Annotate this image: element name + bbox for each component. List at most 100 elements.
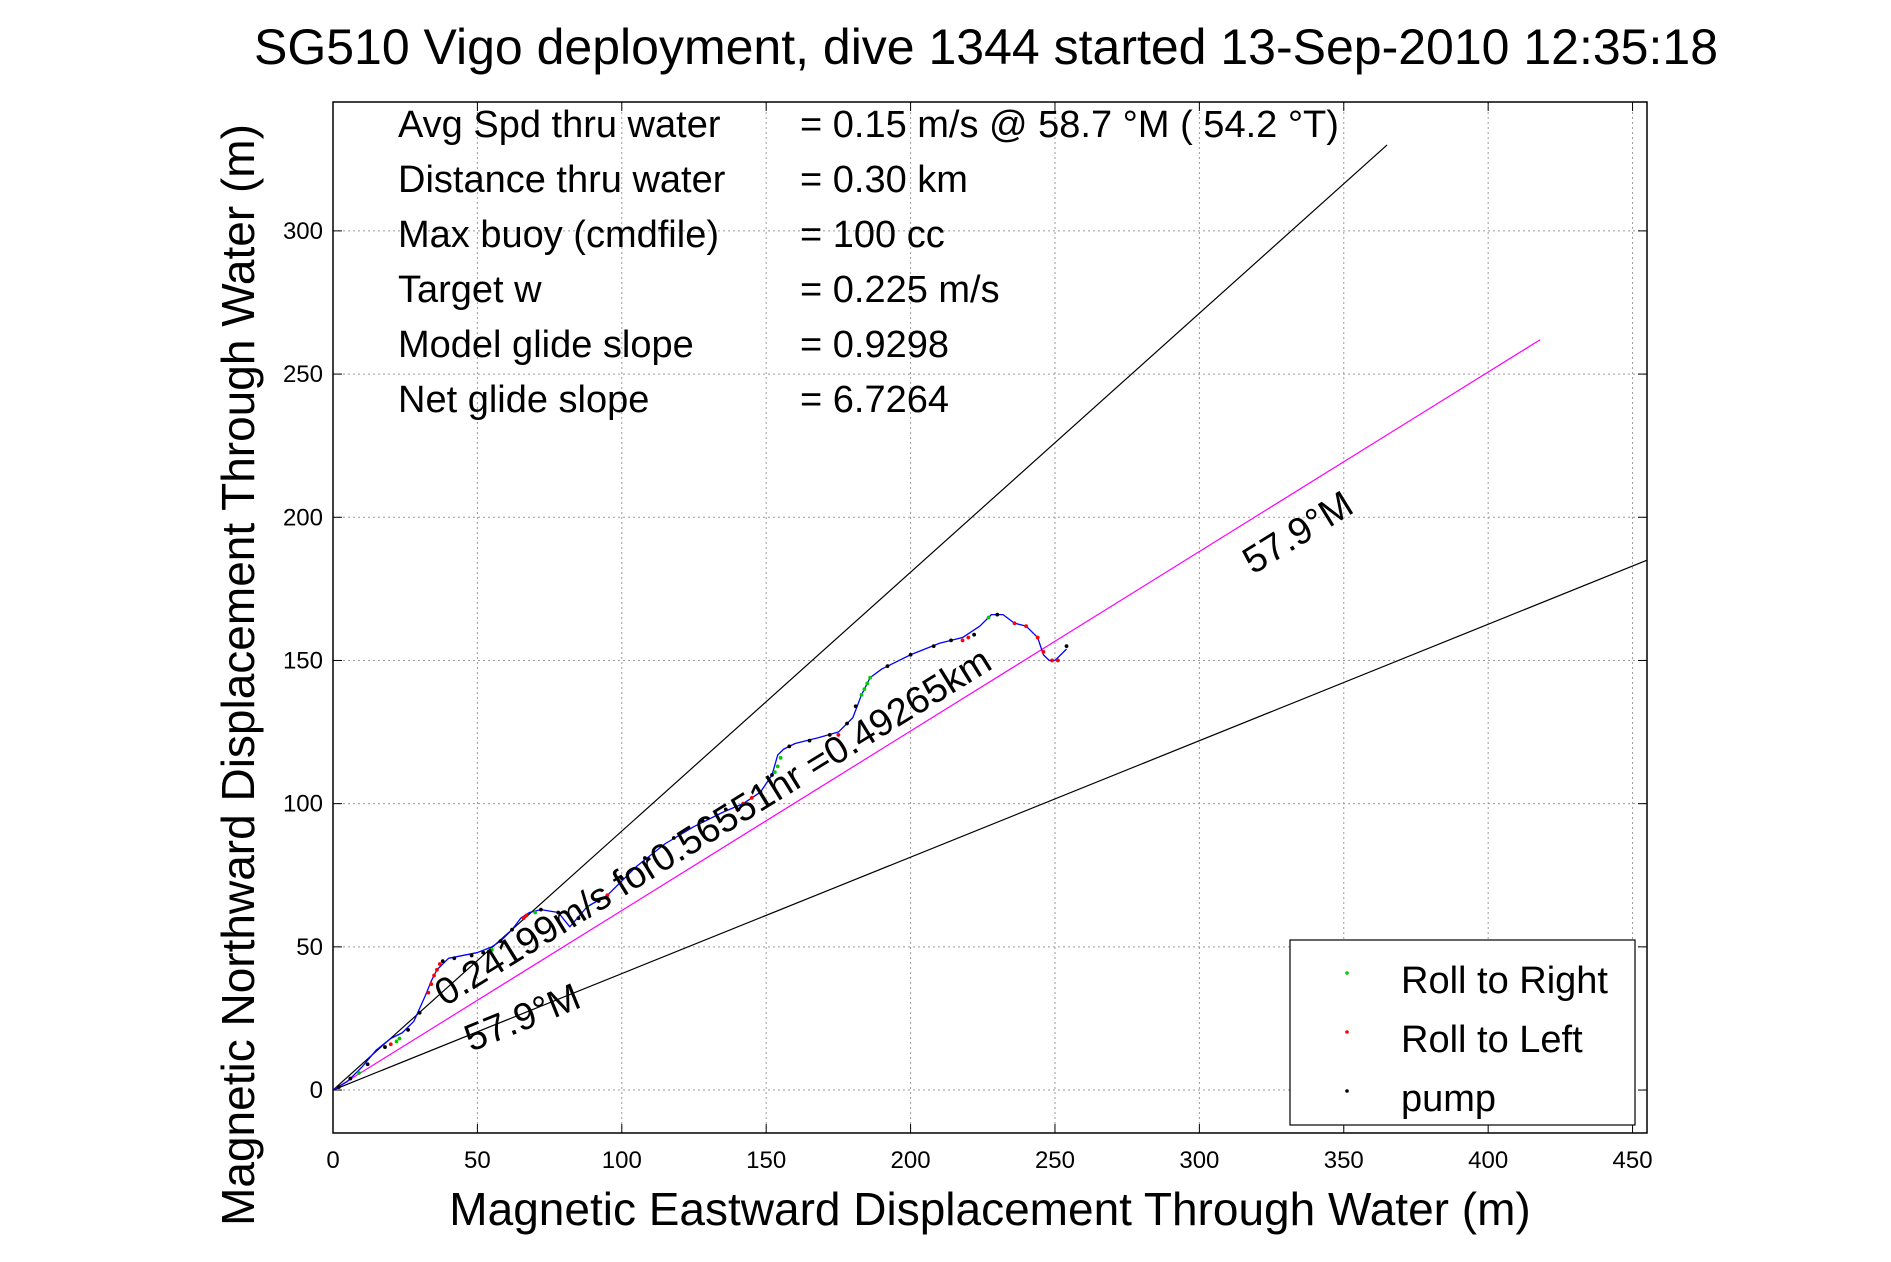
- point-roll-to-left: [1035, 635, 1040, 640]
- point-pump: [853, 704, 858, 709]
- point-pump: [498, 939, 503, 944]
- stat-value-avg-speed: = 0.15 m/s @ 58.7 °M ( 54.2 °T): [800, 104, 1339, 146]
- point-roll-to-right: [585, 904, 590, 909]
- point-pump: [348, 1076, 353, 1081]
- point-pump: [758, 790, 763, 795]
- point-pump: [576, 916, 581, 921]
- point-roll-to-left: [741, 801, 745, 806]
- point-pump: [619, 876, 624, 881]
- point-pump: [452, 956, 457, 961]
- y-tick-label: 150: [283, 647, 323, 674]
- point-roll-to-left: [1055, 658, 1060, 663]
- point-roll-to-right: [489, 947, 494, 952]
- x-tick-label: 50: [464, 1147, 491, 1174]
- point-pump: [787, 744, 792, 749]
- point-pump: [770, 773, 774, 777]
- stat-label-target-w: Target w: [398, 269, 542, 311]
- y-tick-label: 100: [283, 791, 323, 818]
- point-roll-to-left: [435, 967, 439, 972]
- guide-line-mean-heading: [332, 339, 1541, 1091]
- point-roll-to-left: [1041, 649, 1046, 654]
- point-roll-to-left: [836, 733, 841, 737]
- x-tick-label: 300: [1179, 1147, 1219, 1174]
- point-roll-to-left: [388, 1042, 393, 1047]
- stat-value-max-buoy: = 100 cc: [800, 214, 945, 256]
- point-roll-to-left: [432, 973, 436, 978]
- point-roll-to-left: [605, 893, 610, 898]
- y-axis-ticks: 0 50 100 150 200 250 300: [283, 218, 1647, 1104]
- point-roll-to-left: [960, 638, 965, 643]
- y-axis-label: Magnetic Northward Displacement Through …: [212, 124, 264, 1226]
- point-roll-to-right: [394, 1039, 399, 1044]
- point-pump: [642, 856, 647, 860]
- stat-value-distance: = 0.30 km: [800, 159, 968, 201]
- point-pump: [539, 907, 543, 912]
- point-pump: [807, 738, 812, 743]
- point-pump: [827, 733, 832, 737]
- point-pump: [845, 721, 849, 726]
- point-pump: [469, 953, 474, 958]
- point-roll-to-right: [772, 770, 777, 775]
- legend-label-pump: pump: [1401, 1078, 1496, 1120]
- point-pump: [931, 644, 936, 649]
- point-roll-to-left: [749, 796, 754, 800]
- legend: Roll to Right Roll to Left pump: [1289, 939, 1636, 1126]
- point-roll-to-right: [778, 755, 783, 760]
- x-tick-label: 100: [602, 1147, 642, 1174]
- point-pump: [556, 910, 561, 915]
- point-roll-to-right: [859, 692, 864, 697]
- stat-label-net-glide: Net glide slope: [398, 379, 649, 421]
- point-pump: [365, 1062, 370, 1067]
- point-pump: [383, 1045, 387, 1049]
- point-roll-to-right: [397, 1036, 402, 1041]
- y-tick-label: 300: [283, 218, 323, 245]
- point-roll-to-right: [862, 687, 867, 691]
- track-line: [332, 613, 1067, 1091]
- point-pump: [972, 632, 977, 637]
- y-tick-label: 50: [296, 934, 323, 961]
- point-roll-to-left: [1024, 624, 1028, 628]
- y-tick-label: 0: [310, 1077, 323, 1104]
- point-roll-to-left: [426, 990, 431, 995]
- point-roll-to-left: [521, 916, 526, 921]
- point-pump: [440, 959, 445, 964]
- point-pump: [885, 664, 890, 669]
- stat-label-distance: Distance thru water: [398, 159, 726, 201]
- x-tick-label: 150: [746, 1147, 786, 1174]
- guide-line-lower-bound: [332, 559, 1648, 1091]
- x-tick-label: 400: [1468, 1147, 1508, 1174]
- point-roll-to-right: [357, 1070, 361, 1075]
- stat-value-model-glide: = 0.9298: [800, 324, 949, 366]
- point-roll-to-left: [437, 962, 442, 966]
- point-pump: [700, 818, 705, 823]
- point-pump: [336, 1085, 341, 1090]
- point-roll-to-right: [775, 764, 780, 769]
- y-tick-label: 200: [283, 504, 323, 531]
- point-roll-to-right: [868, 675, 873, 680]
- point-pump: [481, 950, 486, 955]
- point-pump: [1064, 644, 1069, 649]
- y-tick-label: 250: [283, 361, 323, 388]
- x-tick-label: 200: [891, 1147, 931, 1174]
- plot-frame: [332, 101, 1648, 1134]
- point-roll-to-left: [429, 982, 434, 986]
- point-roll-to-right: [986, 615, 991, 620]
- point-pump: [995, 612, 1000, 617]
- point-pump: [596, 899, 601, 903]
- legend-label-roll-right: Roll to Right: [1401, 960, 1608, 1002]
- point-pump: [406, 1028, 410, 1032]
- dive-track: [332, 613, 1067, 1091]
- point-pump: [723, 807, 728, 812]
- x-tick-label: 350: [1324, 1147, 1364, 1174]
- x-tick-label: 450: [1613, 1147, 1653, 1174]
- point-pump: [908, 652, 913, 657]
- track-markers: [336, 612, 1069, 1090]
- stat-label-avg-speed: Avg Spd thru water: [398, 104, 721, 146]
- point-pump: [510, 927, 514, 932]
- point-roll-to-left: [1050, 658, 1054, 663]
- point-roll-to-left: [1012, 621, 1017, 626]
- point-pump: [671, 836, 676, 840]
- point-roll-to-left: [735, 807, 740, 812]
- legend-marker-roll-right: [1345, 971, 1349, 975]
